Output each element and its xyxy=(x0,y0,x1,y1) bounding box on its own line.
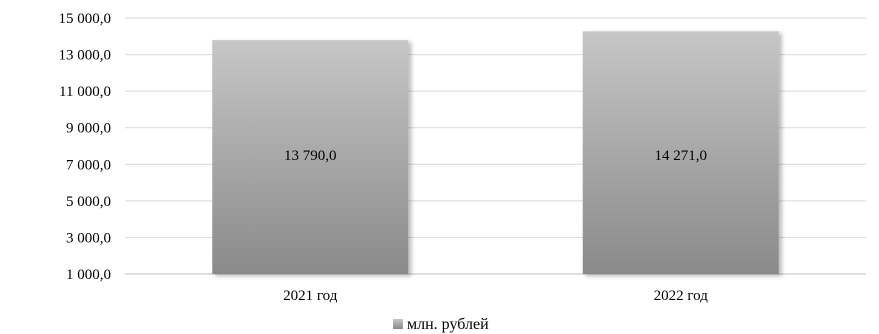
legend-swatch xyxy=(393,319,403,329)
y-tick-label: 7 000,0 xyxy=(66,157,111,173)
bar xyxy=(582,31,779,274)
x-tick-label: 2021 год xyxy=(283,288,338,304)
y-tick-label: 15 000,0 xyxy=(59,11,112,27)
y-axis: 1 000,0 3 000,0 5 000,0 7 000,0 9 000,0 11 00… xyxy=(59,11,112,283)
y-tick-label: 3 000,0 xyxy=(66,230,111,246)
y-tick-label: 13 000,0 xyxy=(59,48,112,64)
bar-data-label: 14 271,0 xyxy=(655,148,708,164)
y-tick-label: 11 000,0 xyxy=(59,84,111,100)
x-tick-label: 2022 год xyxy=(654,288,709,304)
bar xyxy=(212,40,409,274)
legend: млн. рублей xyxy=(393,316,489,333)
y-tick-label: 1 000,0 xyxy=(66,267,111,283)
bars: 13 790,0 14 271,0 xyxy=(212,31,779,274)
legend-label: млн. рублей xyxy=(407,316,489,333)
y-tick-label: 5 000,0 xyxy=(66,194,111,210)
y-tick-label: 9 000,0 xyxy=(66,121,111,137)
x-axis: 2021 год 2022 год xyxy=(283,288,708,304)
bar-data-label: 13 790,0 xyxy=(284,148,337,164)
